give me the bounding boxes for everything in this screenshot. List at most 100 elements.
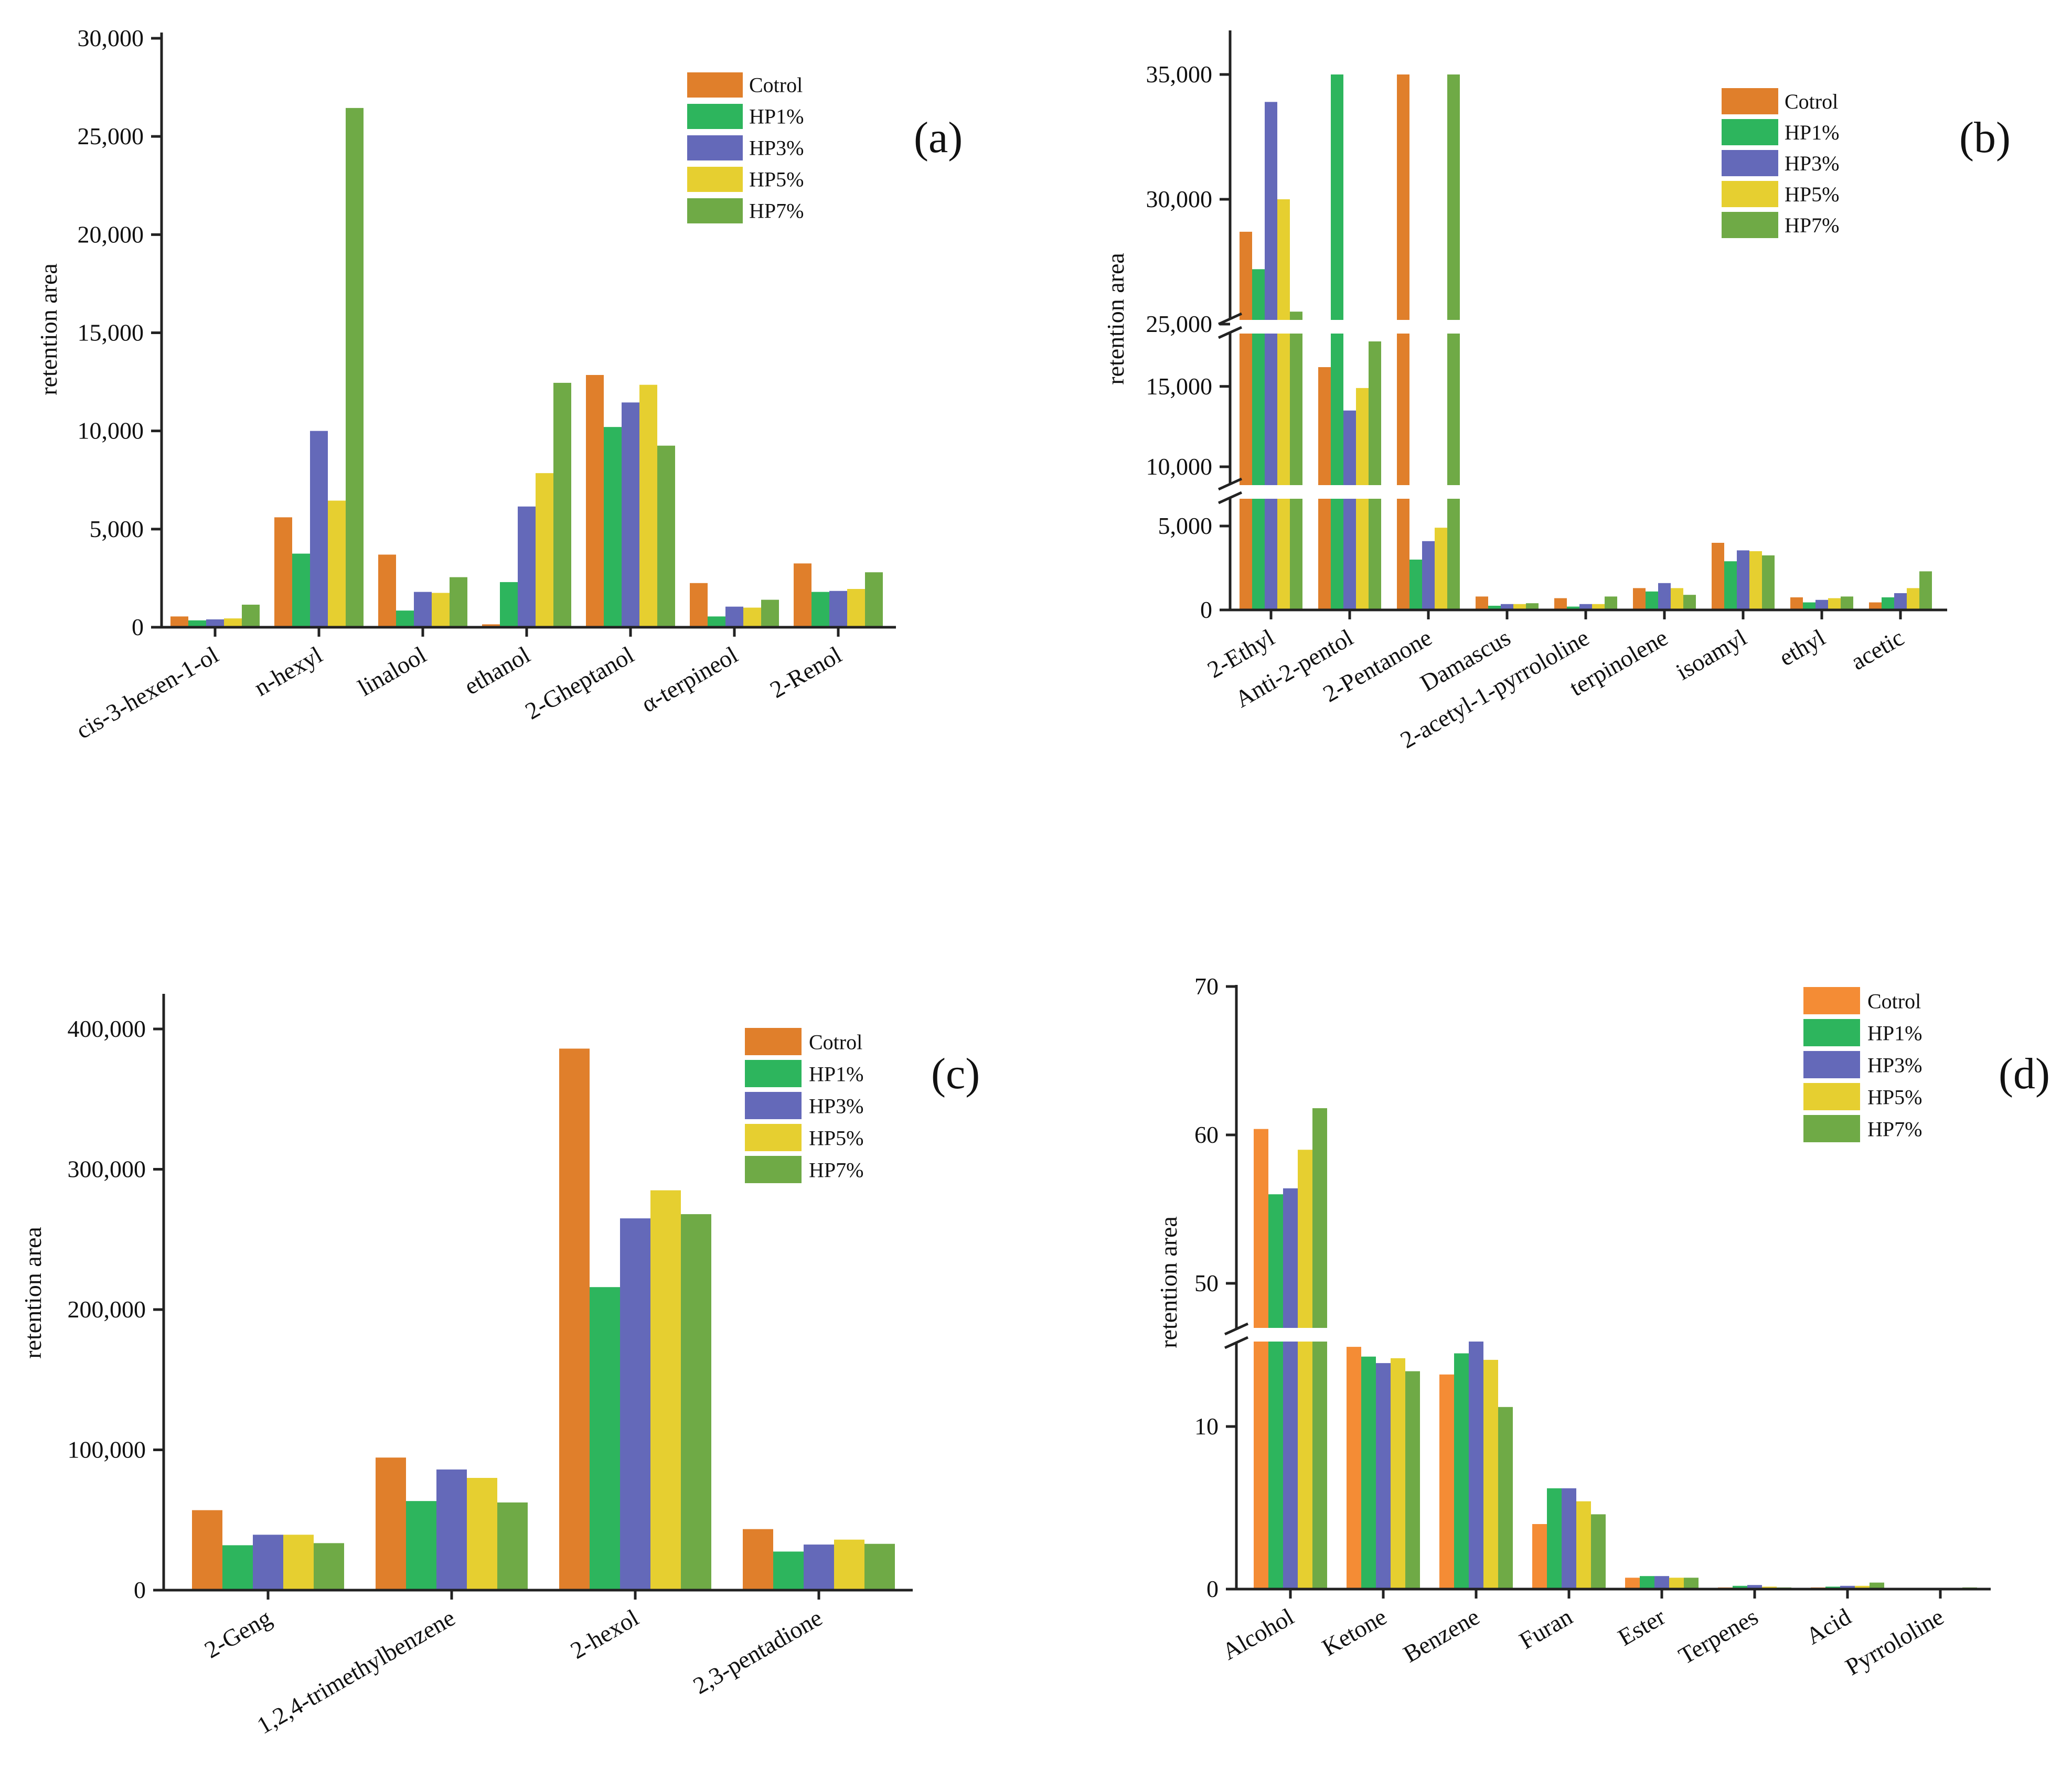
bar-d-furan-cotrol [1532, 1524, 1547, 1589]
bar-a-n-hexyl-hp1pct [292, 553, 310, 627]
bar-d-acid-hp3pct [1840, 1585, 1855, 1589]
legend-label-d-hp3pct: HP3% [1867, 1054, 1922, 1077]
legend-label-b-hp5pct: HP5% [1785, 183, 1839, 206]
bar-b-damascus-cotrol [1476, 596, 1488, 610]
y-tick-label-c-2: 200,000 [68, 1296, 146, 1323]
axis-break-mark-b-1-lower [1217, 326, 1243, 339]
bar-b-ethyl-hp7pct [1841, 596, 1853, 610]
legend-swatch-c-hp1pct [745, 1060, 802, 1087]
bar-a-cis-3-hexen-1-ol-hp3pct [206, 619, 224, 627]
bar-b-2-acetyl-1-pyrrololine-hp5pct [1592, 604, 1605, 610]
bar-c-2-3-pentadione-hp1pct [773, 1551, 804, 1590]
bar-b-2-acetyl-1-pyrrololine-hp3pct [1579, 604, 1592, 610]
bar-b-2-pentanone-hp1pct [1409, 560, 1422, 610]
bar-b-ethyl-hp1pct [1803, 602, 1815, 610]
bar-a-terpineol-hp7pct [761, 599, 779, 627]
bar-b-2-acetyl-1-pyrrololine-cotrol [1554, 598, 1567, 610]
x-tick-label-c-1-2-4-trimethylbenzene: 1,2,4-trimethylbenzene [252, 1604, 460, 1739]
y-tick-label-a-5: 25,000 [78, 123, 144, 149]
bar-a-cis-3-hexen-1-ol-hp7pct [242, 604, 260, 627]
x-tick-label-c-2-3-pentadione: 2,3-pentadione [689, 1604, 827, 1699]
bar-b-2-ethyl-cotrol [1240, 231, 1252, 610]
legend-swatch-d-hp3pct [1803, 1051, 1860, 1078]
bar-a-linalool-hp7pct [450, 577, 467, 627]
y-tick-label-b-4: 25,000 [1146, 310, 1213, 337]
bar-a-cis-3-hexen-1-ol-hp1pct [188, 620, 206, 627]
legend-label-c-hp3pct: HP3% [809, 1095, 863, 1118]
x-tick-label-a-terpineol: α-terpineol [637, 641, 742, 717]
bar-b-damascus-hp5pct [1513, 604, 1526, 610]
bar-c-2-3-pentadione-hp7pct [864, 1543, 895, 1590]
legend-label-c-hp5pct: HP5% [809, 1127, 863, 1150]
x-tick-label-a-ethanol: ethanol [460, 641, 535, 700]
bar-b-anti-2-pentol-hp7pct [1369, 341, 1381, 610]
legend-swatch-d-hp7pct [1803, 1115, 1860, 1142]
legend-swatch-a-hp7pct [687, 198, 743, 223]
y-tick-label-a-2: 10,000 [78, 417, 144, 444]
bar-b-acetic-cotrol [1869, 602, 1882, 610]
y-tick-label-b-6: 35,000 [1146, 61, 1213, 88]
bar-d-furan-hp7pct [1591, 1514, 1606, 1589]
x-tick-label-b-ethyl: ethyl [1775, 624, 1830, 671]
legend-swatch-d-cotrol [1803, 987, 1860, 1014]
legend-label-b-hp3pct: HP3% [1785, 152, 1839, 175]
bar-a-terpineol-hp5pct [743, 607, 761, 627]
bar-b-anti-2-pentol-hp3pct [1343, 410, 1356, 610]
y-tick-label-a-4: 20,000 [78, 221, 144, 248]
bar-a-2-gheptanol-hp5pct [639, 384, 657, 627]
bar-a-terpineol-hp3pct [725, 606, 743, 627]
legend-label-d-hp5pct: HP5% [1867, 1086, 1922, 1109]
bar-b-terpinolene-hp5pct [1671, 588, 1683, 610]
bar-a-linalool-hp1pct [396, 610, 414, 627]
legend-label-a-hp7pct: HP7% [749, 199, 804, 222]
y-tick-label-b-2: 10,000 [1146, 453, 1213, 480]
bar-b-acetic-hp7pct [1919, 571, 1932, 610]
x-tick-label-c-2-geng: 2-Geng [200, 1604, 276, 1663]
bar-a-ethanol-hp1pct [500, 582, 518, 627]
legend-swatch-d-hp1pct [1803, 1019, 1860, 1046]
bar-a-linalool-hp3pct [414, 592, 432, 627]
legend-label-d-hp1pct: HP1% [1867, 1022, 1922, 1045]
chart-panel-b: 0 5,000 10,000 15,000 25,000 30,000 35,000 rete… [1102, 30, 2011, 754]
x-tick-label-d-alcohol: Alcohol [1217, 1603, 1298, 1665]
legend-swatch-a-cotrol [687, 72, 743, 98]
y-tick-label-a-3: 15,000 [78, 319, 144, 346]
bar-b-terpinolene-hp1pct [1646, 591, 1658, 610]
bar-a-n-hexyl-hp7pct [346, 108, 364, 628]
y-axis-label-b: retention area [1102, 253, 1129, 385]
bar-a-2-renol-hp7pct [865, 572, 883, 627]
bar-d-ketone-hp5pct [1391, 1358, 1405, 1589]
panel-label-b: (b) [1959, 113, 2011, 162]
bar-c-2-geng-cotrol [192, 1510, 222, 1590]
bar-d-ester-cotrol [1625, 1578, 1640, 1589]
bar-b-2-pentanone-hp3pct [1422, 541, 1435, 610]
y-tick-label-a-1: 5,000 [90, 516, 144, 542]
bar-b-acetic-hp1pct [1882, 597, 1894, 610]
legend-swatch-a-hp3pct [687, 135, 743, 160]
bar-a-linalool-cotrol [378, 554, 396, 627]
bar-c-2-geng-hp5pct [283, 1535, 314, 1590]
bar-a-2-gheptanol-hp7pct [657, 445, 675, 627]
x-tick-label-d-ketone: Ketone [1317, 1603, 1391, 1661]
bar-b-terpinolene-hp3pct [1658, 583, 1671, 610]
bar-b-isoamyl-cotrol [1712, 543, 1724, 610]
bar-a-2-renol-hp1pct [811, 592, 829, 627]
bar-b-acetic-hp3pct [1894, 593, 1907, 610]
legend-swatch-d-hp5pct [1803, 1083, 1860, 1110]
bar-c-1-2-4-trimethylbenzene-hp5pct [467, 1478, 497, 1590]
legend-label-c-cotrol: Cotrol [809, 1031, 862, 1054]
x-tick-label-a-cis-3-hexen-1-ol: cis-3-hexen-1-ol [71, 641, 223, 744]
bar-d-terpenes-hp1pct [1733, 1585, 1747, 1589]
x-tick-label-d-ester: Ester [1614, 1603, 1670, 1650]
x-tick-label-a-linalool: linalool [354, 641, 431, 701]
bar-a-ethanol-hp7pct [553, 382, 571, 627]
bar-c-1-2-4-trimethylbenzene-hp1pct [406, 1501, 436, 1590]
bar-c-2-geng-hp7pct [314, 1543, 344, 1590]
bar-d-alcohol-hp7pct [1312, 1108, 1327, 1589]
bar-d-benzene-hp1pct [1454, 1353, 1469, 1589]
x-tick-label-a-n-hexyl: n-hexyl [250, 641, 327, 701]
chart-panel-c: 0 100,000 200,000 300,000 400,000 retention a… [19, 994, 980, 1739]
bar-a-terpineol-cotrol [690, 583, 708, 627]
bar-b-2-pentanone-hp5pct [1435, 528, 1447, 610]
axis-break-gap-d-0 [1238, 1328, 1993, 1342]
